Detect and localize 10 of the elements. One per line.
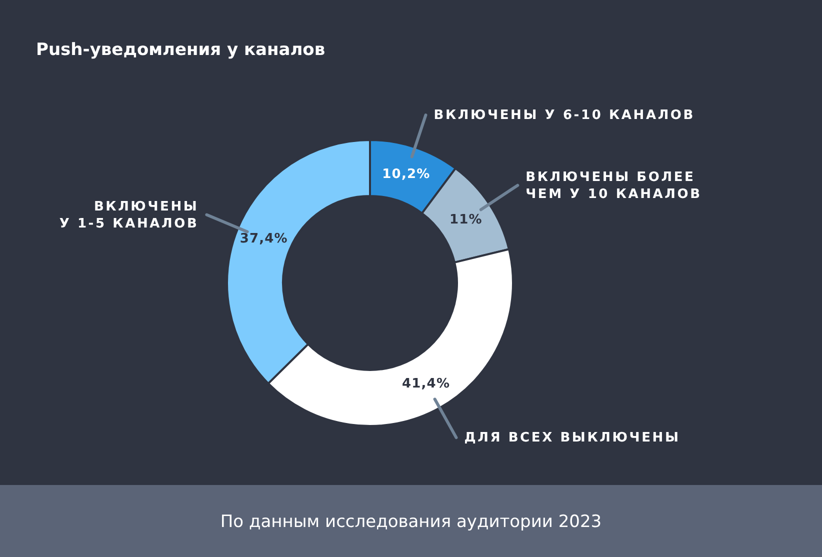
slice-label: ВКЛЮЧЕНЫ У 1-5 КАНАЛОВ xyxy=(59,198,199,231)
chart-title: Push-уведомления у каналов xyxy=(36,40,326,60)
data-label: 41,4% xyxy=(402,376,450,391)
slice-label: ВКЛЮЧЕНЫ БОЛЕЕ ЧЕМ У 10 КАНАЛОВ xyxy=(526,169,702,202)
data-label: 11% xyxy=(449,212,482,228)
text: По данным исследования аудитории 2023 xyxy=(220,512,602,532)
slice-label: ДЛЯ ВСЕХ ВЫКЛЮЧЕНЫ xyxy=(464,430,680,446)
slice-label: ВКЛЮЧЕНЫ У 6-10 КАНАЛОВ xyxy=(434,108,696,123)
data-label: 10,2% xyxy=(382,166,430,182)
data-label: 37,4% xyxy=(240,231,288,246)
